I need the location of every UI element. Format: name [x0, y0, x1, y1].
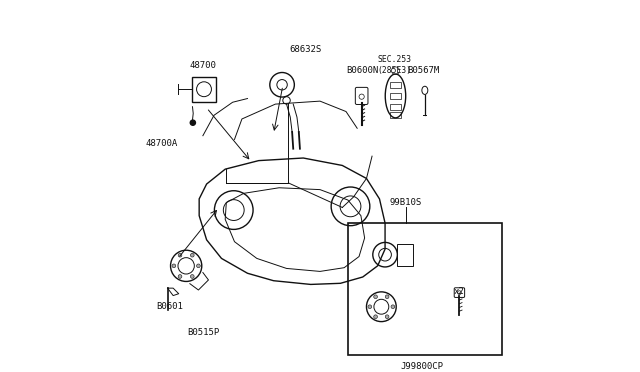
Text: 48700A: 48700A: [146, 139, 178, 148]
Circle shape: [374, 315, 378, 318]
Bar: [397, 244, 413, 266]
Circle shape: [385, 295, 389, 299]
Circle shape: [374, 295, 378, 299]
Text: J99800CP: J99800CP: [401, 362, 444, 371]
Text: B0515P: B0515P: [187, 328, 219, 337]
Circle shape: [178, 253, 182, 257]
Text: SEC.253
(285E3): SEC.253 (285E3): [378, 55, 412, 75]
Circle shape: [368, 305, 372, 309]
Bar: [348, 223, 502, 355]
Circle shape: [191, 275, 194, 278]
Text: 48700: 48700: [189, 61, 216, 70]
Text: B0601: B0601: [156, 302, 183, 311]
Text: B0567M: B0567M: [407, 66, 440, 75]
Circle shape: [191, 253, 194, 257]
Circle shape: [190, 120, 195, 125]
Bar: [390, 93, 401, 99]
Text: 68632S: 68632S: [289, 45, 321, 54]
Circle shape: [196, 264, 200, 268]
Circle shape: [178, 275, 182, 278]
Text: B0600N: B0600N: [347, 66, 379, 75]
Bar: [192, 77, 216, 102]
Circle shape: [172, 264, 176, 268]
Text: x2: x2: [454, 287, 465, 296]
Bar: [390, 112, 401, 118]
Text: 99B10S: 99B10S: [389, 198, 422, 207]
Bar: [390, 82, 401, 88]
Circle shape: [391, 305, 395, 309]
Bar: [390, 105, 401, 110]
Circle shape: [385, 315, 389, 318]
